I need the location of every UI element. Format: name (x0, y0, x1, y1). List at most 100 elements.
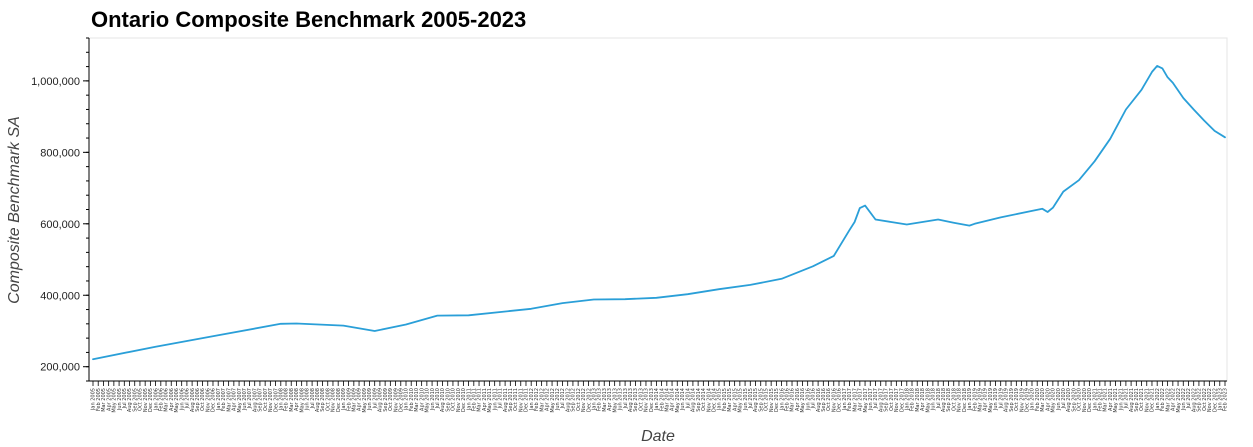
x-tick-label: Apr 2013 (607, 388, 613, 411)
x-tick-label: Jun 2009 (367, 388, 373, 411)
x-tick-label: Oct 2009 (388, 388, 394, 411)
x-tick-label: Sep 2019 (1009, 388, 1015, 412)
x-tick-label: Aug 2009 (378, 388, 384, 412)
x-tick-label: Sep 2010 (445, 388, 451, 412)
series-layer (92, 65, 1226, 361)
x-tick-label: Feb 2015 (722, 388, 728, 411)
x-tick-label: Apr 2007 (232, 388, 238, 411)
x-tick-label: Jun 2019 (993, 388, 999, 411)
x-tick-label: Nov 2017 (894, 388, 900, 412)
x-tick-label: Aug 2015 (753, 388, 759, 412)
x-tick-label: Nov 2018 (957, 388, 963, 412)
x-tick-label: Oct 2019 (1014, 388, 1020, 411)
x-tick-label: Jan 2011 (466, 388, 472, 411)
x-tick-label: Aug 2006 (190, 388, 196, 412)
x-tick-label: Jun 2012 (555, 388, 561, 411)
x-tick-label: Aug 2011 (503, 388, 509, 412)
x-tick-label: Apr 2016 (795, 388, 801, 411)
x-tick-label: Jul 2011 (498, 388, 504, 409)
x-tick-label: Mar 2010 (414, 388, 420, 412)
x-tick-label: Mar 2011 (477, 388, 483, 412)
x-tick-label: Sep 2013 (633, 388, 639, 412)
x-tick-label: Sep 2014 (696, 388, 702, 412)
x-tick-label: Apr 2006 (169, 388, 175, 411)
x-tick-label: Jul 2008 (310, 388, 316, 409)
x-tick-label: Jun 2017 (868, 388, 874, 411)
x-tick-label: Jan 2015 (717, 388, 723, 411)
x-tick-label: Jul 2020 (1061, 388, 1067, 409)
x-tick-label: Nov 2006 (205, 388, 211, 412)
x-tick-label: Mar 2007 (226, 388, 232, 412)
x-tick-label: Jul 2009 (372, 388, 378, 409)
x-tick-label: Nov 2007 (268, 388, 274, 412)
x-tick-label: Dec 2007 (273, 388, 279, 412)
x-tick-label: Nov 2009 (393, 388, 399, 412)
y-tick-label: 1,000,000 (31, 76, 80, 88)
x-tick-label: Dec 2022 (1212, 388, 1218, 412)
x-tick-label: Nov 2008 (331, 388, 337, 412)
x-tick-label: Jul 2019 (998, 388, 1004, 409)
x-tick-label: Jan 2006 (153, 388, 159, 411)
x-tick-label: Sep 2007 (258, 388, 264, 412)
x-tick-label: Feb 2023 (1223, 388, 1229, 411)
x-tick-label: Jul 2016 (811, 388, 817, 409)
x-tick-label: Apr 2020 (1045, 388, 1051, 411)
x-tick-label: Aug 2013 (628, 388, 634, 412)
y-axis: 200,000 400,000 600,000 800,000 1,000,000 (31, 37, 90, 382)
x-tick-label: Dec 2006 (211, 388, 217, 412)
x-tick-label: Dec 2021 (1150, 388, 1156, 412)
x-tick-label: Jul 2012 (560, 388, 566, 409)
x-tick-label: Jan 2017 (842, 388, 848, 411)
x-tick-label: Mar 2017 (852, 388, 858, 412)
x-tick-label: Apr 2010 (419, 388, 425, 411)
x-tick-label: Jan 2012 (529, 388, 535, 411)
x-tick-label: Jun 2006 (179, 388, 185, 411)
x-tick-label: May 2005 (112, 388, 118, 413)
x-tick-label: Jul 2022 (1186, 388, 1192, 409)
x-tick-label: May 2006 (174, 388, 180, 413)
x-tick-label: Mar 2012 (539, 388, 545, 412)
x-tick-label: Nov 2016 (831, 388, 837, 412)
x-tick-label: Apr 2021 (1108, 388, 1114, 411)
x-tick-label: Jun 2018 (931, 388, 937, 411)
x-tick-label: May 2010 (425, 388, 431, 413)
y-axis-label: Composite Benchmark SA (6, 116, 23, 304)
x-tick-label: Feb 2019 (972, 388, 978, 411)
x-tick-label: Aug 2014 (691, 388, 697, 412)
x-tick-label: Mar 2022 (1165, 388, 1171, 412)
x-tick-label: May 2015 (738, 388, 744, 413)
x-tick-label: Sep 2006 (195, 388, 201, 412)
x-tick-label: Sep 2020 (1071, 388, 1077, 412)
x-tick-label: Jun 2013 (618, 388, 624, 411)
x-tick-label: Dec 2013 (649, 388, 655, 412)
x-tick-label: May 2014 (675, 388, 681, 413)
x-tick-label: Apr 2008 (294, 388, 300, 411)
x-tick-label: Oct 2007 (263, 388, 269, 411)
x-tick-label: Oct 2018 (951, 388, 957, 411)
x-tick-label: May 2022 (1176, 388, 1182, 413)
x-tick-label: Mar 2005 (101, 388, 107, 412)
x-tick-label: Dec 2014 (711, 388, 717, 412)
x-tick-label: Oct 2011 (513, 388, 519, 411)
x-tick-label: Oct 2015 (764, 388, 770, 411)
x-tick-label: Mar 2015 (727, 388, 733, 412)
x-tick-label: Sep 2018 (946, 388, 952, 412)
x-tick-label: Dec 2020 (1087, 388, 1093, 412)
x-tick-label: Jun 2020 (1056, 388, 1062, 411)
x-tick-label: Nov 2015 (769, 388, 775, 412)
x-tick-label: Jan 2022 (1155, 388, 1161, 411)
x-tick-label: Jan 2023 (1217, 388, 1223, 411)
x-tick-label: Jan 2010 (404, 388, 410, 411)
y-tick-label: 400,000 (40, 290, 80, 302)
x-tick-label: Jan 2019 (967, 388, 973, 411)
x-tick-label: Mar 2020 (1040, 388, 1046, 412)
x-tick-label: Mar 2008 (289, 388, 295, 412)
x-tick-label: Jun 2007 (242, 388, 248, 411)
x-tick-label: Jan 2005 (91, 388, 97, 411)
x-tick-label: Jun 2010 (430, 388, 436, 411)
x-tick-label: May 2008 (299, 388, 305, 413)
x-tick-label: Sep 2011 (508, 388, 514, 412)
x-axis: Jan 2005 Feb 2005 Mar 2005 Apr 2005 May 2005… (89, 380, 1229, 413)
x-tick-label: Nov 2022 (1207, 388, 1213, 412)
x-tick-label: Jan 2007 (216, 388, 222, 411)
